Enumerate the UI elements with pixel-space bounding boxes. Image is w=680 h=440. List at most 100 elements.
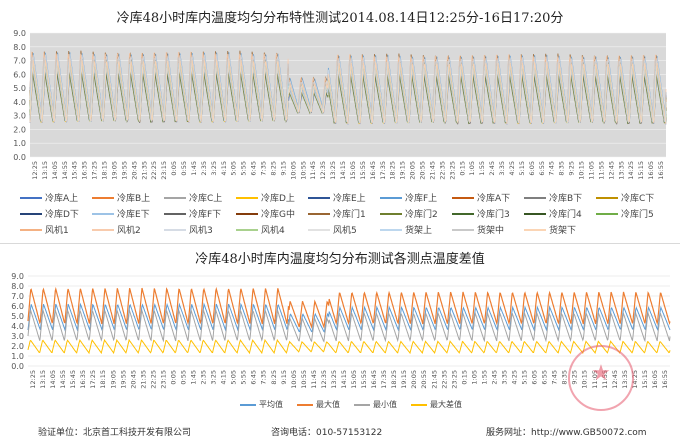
legend-label: 平均值 [259,400,283,409]
legend-swatch [92,228,114,231]
x-tick-label: 20:05 [409,161,417,180]
legend-item: 冷库F上 [380,191,452,204]
legend-item: 冷库E上 [308,191,380,204]
footer-phone: 咨询电话：010-57153122 [271,428,383,438]
x-tick-label: 16:05 [651,370,659,389]
x-tick-label: 3:35 [500,370,508,385]
y-tick-label: 0.0 [13,153,26,162]
x-tick-label: 10:55 [300,370,308,389]
x-tick-label: 10:15 [578,161,586,180]
x-tick-label: 8:35 [558,161,566,176]
x-tick-label: 12:35 [320,370,328,389]
legend-item: 风机2 [92,223,164,236]
x-tick-label: 14:25 [627,161,635,180]
legend-swatch [380,212,402,215]
legend-label: 冷库D下 [45,210,79,220]
legend-swatch [524,212,546,215]
legend-swatch [354,403,370,406]
x-tick-label: 1:55 [478,161,486,176]
x-tick-label: 6:55 [541,370,549,385]
x-tick-label: 19:15 [400,370,408,389]
x-tick-label: 14:05 [51,161,59,180]
legend-swatch [596,196,618,199]
y-tick-label: 8.0 [11,282,24,291]
chart-title-1: 冷库48小时库内温度均匀分布特性测试2014.08.14日12:25分-16日1… [116,11,564,26]
x-tick-label: 19:15 [399,161,407,180]
x-tick-label: 15:55 [359,161,367,180]
x-tick-label: 23:25 [448,161,456,180]
x-tick-label: 15:05 [349,161,357,180]
x-tick-label: 11:55 [597,161,605,180]
series-line [29,59,667,125]
legend-label: 风机3 [189,226,213,236]
x-tick-label: 20:05 [410,370,418,389]
y-tick-label: 9.0 [11,272,24,281]
legend-label: 货架下 [549,226,577,236]
x-tick-label: 8:25 [269,161,277,176]
legend-swatch [596,212,618,215]
legend-label: 冷库门1 [333,210,366,220]
x-tick-label: 6:45 [250,161,258,176]
x-tick-label: 11:45 [310,370,318,389]
footer-site: 服务网址：http://www.GB50072.com [486,428,647,438]
legend-item: 冷库A上 [20,191,92,204]
legend-item: 冷库门1 [308,207,380,220]
y-tick-label: 6.0 [11,302,24,311]
x-tick-label: 23:15 [160,161,168,180]
legend-item: 货架中 [452,223,524,236]
legend-swatch [92,212,114,215]
x-tick-label: 20:55 [419,161,427,180]
x-tick-label: 18:25 [390,370,398,389]
x-tick-label: 16:05 [647,161,655,180]
x-tick-label: 7:35 [260,370,268,385]
y-tick-label: 4.0 [11,322,24,331]
series-line [27,286,671,329]
chart-2-svg: 0.01.02.03.04.05.06.07.08.09.0 12:25 13:15… [11,272,671,389]
x-tick-label: 2:45 [490,370,498,385]
legend-swatch [452,212,474,215]
legend-label: 冷库F下 [189,210,222,220]
x-tick-label: 1:45 [190,161,198,176]
legend-label: 冷库E下 [117,210,150,220]
x-tick-label: 5:55 [240,161,248,176]
x-tick-label: 14:15 [339,161,347,180]
legend-label: 冷库D上 [261,194,295,204]
x-tick-label: 13:25 [329,161,337,180]
x-tick-label: 12:35 [319,161,327,180]
x-tick-label: 21:45 [428,161,436,180]
x-tick-label: 20:55 [420,370,428,389]
x-tick-label: 16:35 [79,370,87,389]
x-tick-label: 4:15 [220,370,228,385]
chart-2-legend: 平均值 最大值 最小值 最大差值 [240,399,462,410]
series-line [27,302,671,333]
legend-label: 冷库C上 [189,194,223,204]
x-tick-label: 22:35 [440,370,448,389]
x-tick-label: 19:55 [120,161,128,180]
legend-label: 风机4 [261,226,285,236]
legend-swatch [236,212,258,215]
x-tick-label: 10:05 [289,161,297,180]
legend-item: 平均值 [240,399,283,410]
x-tick-label: 20:45 [130,161,138,180]
x-tick-label: 0:05 [170,161,178,176]
x-tick-label: 17:25 [89,370,97,389]
chart-1-svg: 0.0 1.0 2.0 3.0 4.0 5.0 6.0 7.0 8.0 9.0 12:25 13:15… [13,29,667,180]
x-tick-label: 2:35 [200,370,208,385]
x-tick-label: 20:45 [129,370,137,389]
legend-swatch [92,196,114,199]
x-tick-label: 8:25 [270,370,278,385]
legend-item: 最大值 [297,399,340,410]
x-tick-label: 9:15 [279,161,287,176]
x-tick-label: 13:15 [39,370,47,389]
y-tick-label: 4.0 [13,98,26,107]
legend-swatch [308,228,330,231]
legend-item: 货架上 [380,223,452,236]
x-tick-label: 17:25 [91,161,99,180]
x-tick-label: 21:45 [430,370,438,389]
x-tick-label: 10:55 [299,161,307,180]
x-tick-label: 2:45 [488,161,496,176]
x-tick-label: 16:45 [369,161,377,180]
y-tick-label: 7.0 [11,292,24,301]
x-tick-label: 6:55 [538,161,546,176]
stamp-star-icon: ★ [591,361,611,386]
